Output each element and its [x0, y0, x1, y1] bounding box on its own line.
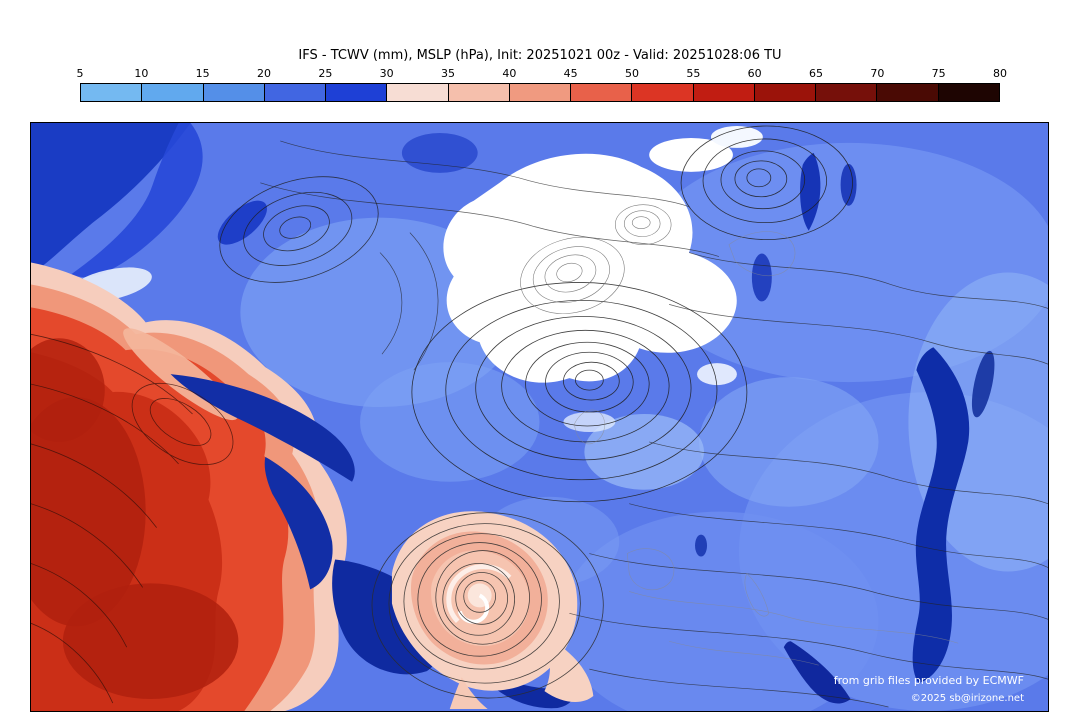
- map-art: [31, 123, 1048, 711]
- colorbar-tick: 35: [441, 67, 455, 80]
- colorbar-segment: [693, 84, 755, 101]
- colorbar-tick: 25: [318, 67, 333, 80]
- isobar-contours-cyclone: [371, 512, 604, 699]
- isobar-contours-iceland-low: [411, 282, 748, 503]
- colorbar-segment: [326, 84, 388, 101]
- colorbar-segment: [571, 84, 633, 101]
- isobar-contours-topleft: [219, 176, 379, 283]
- terrain-contours-greenland: [520, 204, 672, 314]
- colorbar-tick: 5: [76, 67, 84, 80]
- colorbar-tick: 70: [870, 67, 885, 80]
- colorbar-segment: [264, 84, 327, 101]
- colorbar-tick: 10: [134, 67, 149, 80]
- navy-filaments: [170, 152, 995, 709]
- colorbar-tick: 30: [379, 67, 394, 80]
- isobar-contours-topright: [680, 125, 853, 241]
- attribution-ecmwf: from grib files provided by ECMWF: [833, 674, 1024, 687]
- colorbar-segment: [387, 84, 449, 101]
- colorbar-ticks: 5 10 15 20 25 30 35 40 45 50 55 60 65 70 75 80: [76, 67, 1008, 83]
- colorbar-segment: [81, 84, 143, 101]
- colorbar-tick: 20: [257, 67, 271, 80]
- colorbar-segment: [877, 84, 939, 101]
- colorbar-segment: [632, 84, 694, 101]
- weather-map: from grib files provided by ECMWF ©2025 …: [30, 122, 1049, 712]
- page-title: IFS - TCWV (mm), MSLP (hPa), Init: 20251…: [298, 48, 782, 63]
- red-moisture-plume: [31, 262, 347, 711]
- colorbar-segment: [203, 84, 265, 101]
- colorbar-tick: 40: [502, 67, 517, 80]
- colorbar-tick: 75: [931, 67, 946, 80]
- colorbar-tick: 60: [747, 67, 762, 80]
- colorbar-tick: 45: [563, 67, 578, 80]
- colorbar-bar: [80, 83, 1000, 102]
- colorbar-tick: 15: [195, 67, 210, 80]
- attribution-copyright: ©2025 sb@irizone.net: [910, 693, 1024, 704]
- colorbar-segment: [448, 84, 510, 101]
- coastline-lines: [574, 231, 959, 666]
- colorbar-tick: 55: [686, 67, 701, 80]
- colorbar-tick: 80: [993, 67, 1007, 80]
- colorbar-tick: 65: [809, 67, 823, 80]
- colorbar: 5 10 15 20 25 30 35 40 45 50 55 60 65 70 75 80: [76, 67, 1008, 102]
- colorbar-segment: [142, 84, 204, 101]
- isobar-contours-red-region: [31, 333, 234, 704]
- colorbar-segment: [816, 84, 878, 101]
- isobar-contours-field: [260, 140, 1048, 708]
- colorbar-segment: [754, 84, 817, 101]
- colorbar-segment: [938, 84, 999, 101]
- colorbar-tick: 50: [625, 67, 639, 80]
- colorbar-segment: [509, 84, 572, 101]
